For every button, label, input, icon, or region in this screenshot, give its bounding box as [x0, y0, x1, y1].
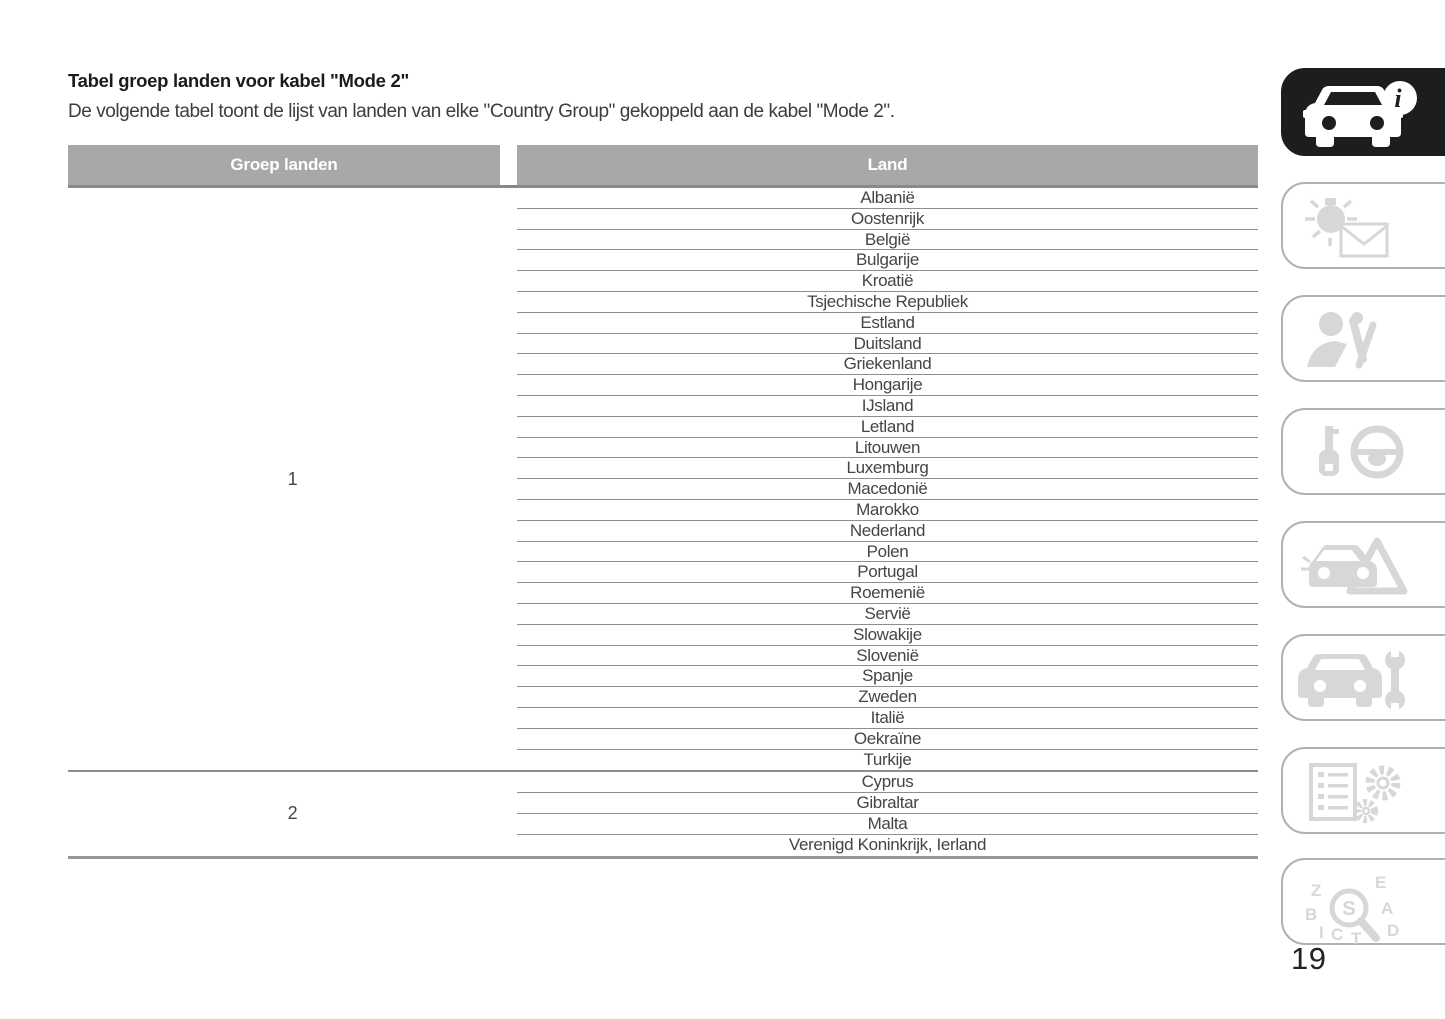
- car-wrench-icon: [1298, 648, 1405, 712]
- group-row: 1 Albanië Oostenrijk België Bulgarije Kroatië…: [68, 188, 1258, 773]
- country-row: Albanië: [517, 188, 1258, 209]
- country-row: Macedonië: [517, 479, 1258, 500]
- svg-text:E: E: [1375, 873, 1386, 892]
- svg-text:C: C: [1331, 925, 1343, 944]
- intro-text: De volgende tabel toont de lijst van lan…: [68, 101, 895, 122]
- country-row: Turkije: [863, 749, 912, 769]
- country-list: Albanië Oostenrijk België Bulgarije Kroatië T…: [517, 188, 1258, 770]
- table-body: 1 Albanië Oostenrijk België Bulgarije Kroatië…: [68, 188, 1258, 859]
- country-row: Kroatië: [517, 271, 1258, 292]
- country-row: Duitsland: [517, 334, 1258, 355]
- country-row: Servië: [517, 604, 1258, 625]
- country-list: Cyprus Gibraltar Malta Verenigd Koninkrijk,…: [517, 772, 1258, 855]
- country-row: Zweden: [517, 687, 1258, 708]
- header-column-gap: [500, 145, 517, 185]
- country-row: België: [517, 230, 1258, 251]
- country-row: Slovenië: [517, 646, 1258, 667]
- country-row: Spanje: [517, 666, 1258, 688]
- svg-text:I: I: [1319, 923, 1324, 942]
- sidebar-tab-car-info[interactable]: i: [1281, 68, 1445, 156]
- country-row: Italië: [517, 708, 1258, 729]
- svg-text:T: T: [1351, 929, 1362, 946]
- country-row: Oostenrijk: [517, 209, 1258, 230]
- sidebar-tab-key-steering-wheel[interactable]: [1281, 408, 1445, 495]
- country-row: Oekraïne: [517, 729, 1258, 750]
- country-row: Marokko: [517, 500, 1258, 521]
- key-steering-wheel-icon: [1319, 425, 1404, 479]
- svg-text:D: D: [1387, 921, 1399, 940]
- country-row: Malta: [517, 814, 1258, 835]
- light-envelope-icon: [1305, 198, 1389, 258]
- group-row: 2 Cyprus Gibraltar Malta Verenigd Koninkrijk…: [68, 772, 1258, 859]
- svg-text:Z: Z: [1311, 881, 1321, 900]
- sidebar-tab-car-warning-triangle[interactable]: [1281, 521, 1445, 608]
- country-row: Letland: [517, 417, 1258, 438]
- column-header-group: Groep landen: [68, 145, 500, 185]
- table-header-row: Groep landen Land: [68, 145, 1258, 188]
- country-row: IJsland: [517, 396, 1258, 417]
- country-row: Luxemburg: [517, 458, 1258, 480]
- country-row: Bulgarije: [517, 250, 1258, 272]
- country-row: Griekenland: [517, 354, 1258, 376]
- sidebar-tab-list-gears[interactable]: [1281, 747, 1445, 834]
- country-row: Verenigd Koninkrijk, Ierland: [788, 834, 987, 854]
- svg-text:S: S: [1342, 898, 1355, 920]
- group-number: 2: [287, 803, 298, 824]
- person-seatbelt-icon: [1307, 312, 1377, 369]
- sidebar-tab-person-seatbelt[interactable]: [1281, 295, 1445, 382]
- country-row: Cyprus: [517, 772, 1258, 794]
- page-number: 19: [1291, 941, 1327, 976]
- country-row: Litouwen: [517, 438, 1258, 459]
- page-title: Tabel groep landen voor kabel "Mode 2": [68, 70, 409, 91]
- country-row: Polen: [517, 542, 1258, 563]
- country-row: Hongarije: [517, 375, 1258, 396]
- country-group-table: Groep landen Land 1 Albanië Oostenrijk Belg…: [68, 145, 1258, 859]
- country-row: Portugal: [517, 562, 1258, 584]
- svg-text:B: B: [1305, 905, 1317, 924]
- column-header-country: Land: [517, 145, 1258, 185]
- country-row: Gibraltar: [517, 793, 1258, 814]
- country-row: Tsjechische Republiek: [517, 292, 1258, 313]
- sidebar-tab-car-wrench[interactable]: [1281, 634, 1445, 721]
- country-row: Roemenië: [517, 583, 1258, 604]
- list-gears-icon: [1309, 763, 1401, 823]
- svg-text:A: A: [1381, 899, 1393, 918]
- svg-text:i: i: [1394, 84, 1402, 113]
- country-row: Nederland: [517, 521, 1258, 542]
- group-number: 1: [287, 468, 298, 489]
- car-warning-triangle-icon: [1301, 537, 1408, 595]
- sidebar-tab-light-envelope[interactable]: [1281, 182, 1445, 269]
- country-row: Slowakije: [517, 625, 1258, 646]
- country-row: Estland: [517, 313, 1258, 334]
- car-info-icon: i: [1303, 81, 1417, 147]
